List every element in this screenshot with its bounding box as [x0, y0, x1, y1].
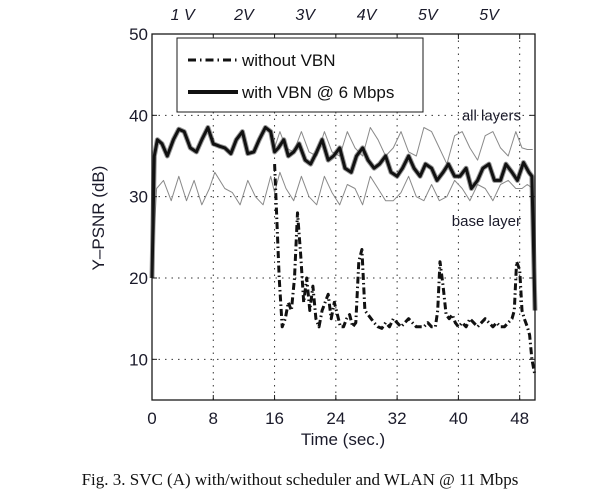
annotations: all layers base layer: [452, 107, 521, 230]
x-tick-label: 24: [326, 409, 345, 428]
y-axis-label: Y–PSNR (dB): [89, 166, 108, 271]
grid-lines: [152, 34, 535, 400]
y-tick-label: 10: [129, 350, 148, 369]
x-tick-label: 48: [510, 409, 529, 428]
legend: without VBN with VBN @ 6 Mbps: [176, 37, 424, 113]
figure-caption: Fig. 3. SVC (A) with/without scheduler a…: [81, 470, 519, 489]
x-tick-label: 8: [209, 409, 218, 428]
psnr-chart: 0 8 16 24 32 40 48 10 20 30 40 50 1 V 2V 3V 4V 5V 5V al…: [89, 7, 538, 449]
legend-box: [176, 37, 424, 113]
x-tick-label: 32: [388, 409, 407, 428]
series-line-with-vbn-6-mbps: [150, 126, 537, 311]
series-line-without-vbn: [273, 164, 537, 376]
top-label: 3V: [295, 7, 316, 24]
top-label: 5V: [479, 7, 500, 24]
series-line-base-layer-reference: [153, 171, 533, 246]
x-tick-label: 0: [147, 409, 156, 428]
x-tick-label: 16: [265, 409, 284, 428]
top-label: 5V: [418, 7, 439, 24]
y-tick-label: 30: [129, 188, 148, 207]
y-tick-label: 40: [129, 106, 148, 125]
top-label: 2V: [233, 7, 255, 24]
annotation-label: base layer: [452, 213, 521, 230]
x-tick-label: 40: [449, 409, 468, 428]
annotation-label: all layers: [462, 107, 521, 124]
top-label: 4V: [357, 7, 378, 24]
top-labels: 1 V 2V 3V 4V 5V 5V: [171, 7, 501, 24]
y-tick-label: 20: [129, 269, 148, 288]
y-tick-label: 50: [129, 25, 148, 44]
legend-label-with-vbn: with VBN @ 6 Mbps: [241, 83, 394, 102]
y-axis-ticks: 10 20 30 40 50: [129, 25, 535, 369]
x-axis-ticks: 0 8 16 24 32 40 48: [147, 34, 529, 428]
top-label: 1 V: [171, 7, 196, 24]
series-layer: [149, 125, 538, 376]
plot-frame: [151, 33, 536, 401]
legend-label-without-vbn: without VBN: [241, 51, 336, 70]
x-axis-label: Time (sec.): [301, 430, 385, 449]
